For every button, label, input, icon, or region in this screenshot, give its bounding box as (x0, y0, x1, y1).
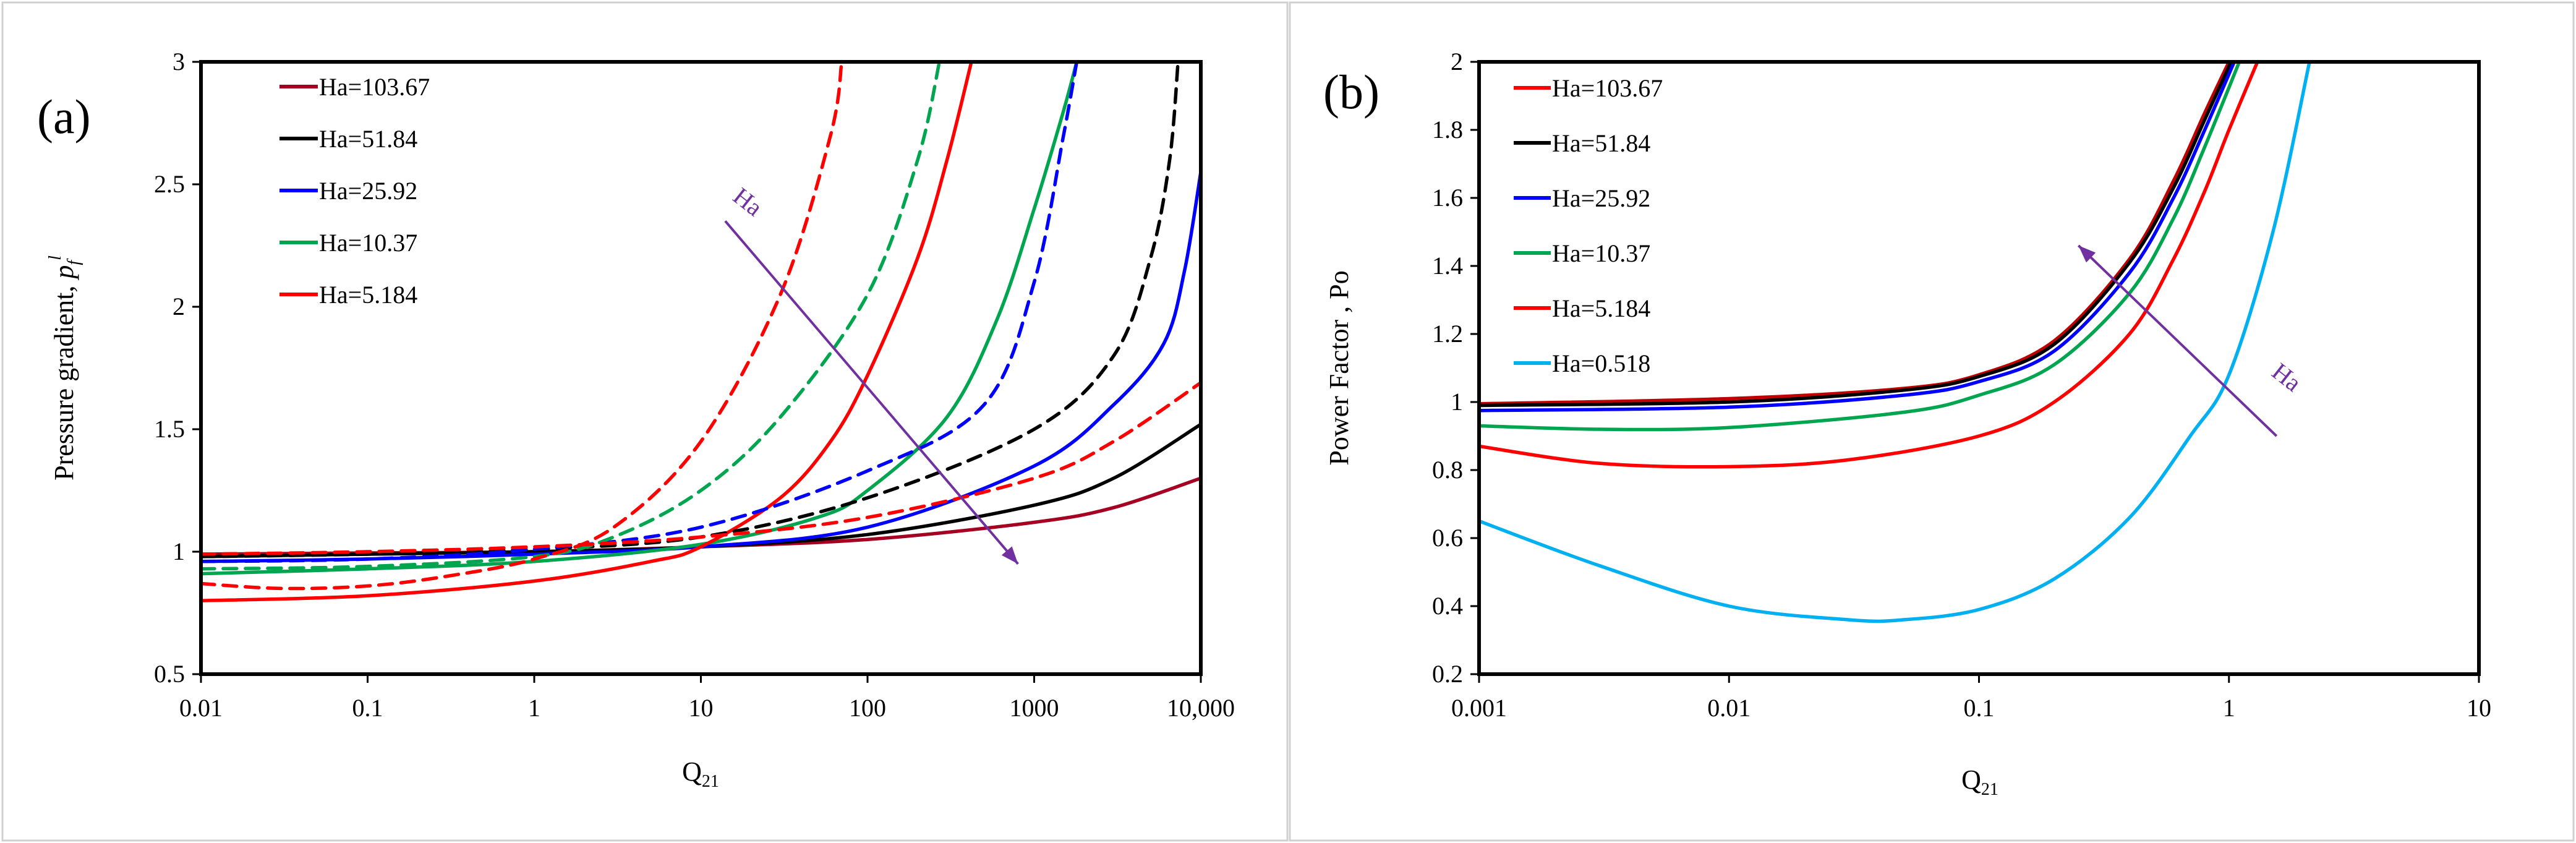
panel-label: (a) (37, 90, 91, 143)
series-line (201, 62, 1079, 563)
x-tick-label: 10 (2467, 694, 2491, 722)
y-tick-label: 1.6 (1432, 184, 1463, 212)
y-tick-label: 1.8 (1432, 116, 1463, 143)
series-line (1479, 62, 2259, 469)
legend-label: Ha=5.184 (1552, 294, 1650, 322)
y-tick-label: 3 (173, 48, 185, 75)
series-line (1479, 62, 2233, 408)
arrow-head (1001, 546, 1018, 564)
series-line (1479, 62, 2237, 413)
series-line (1479, 62, 2311, 623)
series-line (201, 62, 1180, 558)
legend: Ha=103.67 Ha=51.84 Ha=25.92 Ha=10.37 Ha=5.18… (279, 73, 430, 309)
arrow-shaft (724, 220, 1019, 565)
y-tick-label: 1.4 (1432, 252, 1463, 280)
y-tick-label: 1 (173, 537, 185, 565)
x-axis-title: Q21 (1961, 764, 1998, 799)
chart-panel-b: (b) 0.2 0.4 0.6 0.8 1 1.2 1.4 1.6 1.8 2 0.001 0.01 0.… (1289, 1, 2575, 842)
legend-label: Ha=25.92 (1552, 184, 1650, 212)
y-axis-title: Power Factor , Po (1324, 270, 1354, 465)
plot-frame (1477, 60, 2481, 676)
arrow-head (2078, 246, 2096, 263)
series-line (201, 381, 1201, 556)
y-tick-label: 0.5 (154, 660, 185, 688)
series-line (1479, 62, 2241, 432)
x-axis-title: Q21 (682, 756, 719, 791)
legend-label: Ha=10.37 (319, 229, 417, 257)
panel-border (1289, 1, 2575, 842)
plot-frame (199, 60, 1203, 676)
y-tick-label: 0.2 (1432, 660, 1463, 688)
legend-label: Ha=103.67 (319, 73, 430, 101)
legend: Ha=103.67 Ha=51.84 Ha=25.92 Ha=10.37 Ha=5.18… (1514, 74, 1663, 377)
series-line (201, 62, 973, 602)
legend-label: Ha=25.92 (319, 177, 417, 205)
series-line (201, 62, 844, 591)
chart-panel-a: (a) 0.5 1 1.5 2 2.5 3 0.01 0.1 1 10 100 1000 10,000 Ha… (1, 1, 1289, 842)
arrow-shaft (2077, 244, 2278, 437)
ha-annotation: Ha (728, 182, 768, 221)
y-tick-label: 2 (1451, 48, 1463, 75)
curves (201, 62, 1201, 602)
y-tick-label: 0.8 (1432, 456, 1463, 484)
x-tick-label: 0.001 (1451, 694, 1507, 722)
x-tick-label: 1 (2223, 694, 2235, 722)
y-tick-label: 1.2 (1432, 320, 1463, 348)
legend-label: Ha=103.67 (1552, 74, 1663, 102)
series-line (1479, 62, 2231, 406)
legend-label: Ha=0.518 (1552, 349, 1650, 377)
series-line (201, 62, 942, 571)
x-tick-label: 100 (849, 694, 886, 722)
ha-arrow (2077, 244, 2278, 437)
x-tick-label: 1000 (1010, 694, 1059, 722)
series-line (201, 170, 1201, 563)
x-tick-label: 0.01 (1707, 694, 1751, 722)
y-tick-label: 0.4 (1432, 592, 1463, 620)
curves (1479, 62, 2311, 623)
y-tick-label: 0.6 (1432, 524, 1463, 552)
legend-label: Ha=10.37 (1552, 239, 1650, 267)
x-tick-label: 0.1 (1964, 694, 1995, 722)
y-axis-title: Pressure gradient, pfl (46, 255, 83, 481)
ha-arrow (724, 220, 1019, 565)
x-tick-label: 10,000 (1167, 694, 1235, 722)
legend-label: Ha=51.84 (1552, 129, 1650, 157)
x-tick-label: 10 (689, 694, 714, 722)
y-tick-label: 2.5 (154, 170, 185, 198)
panel-label: (b) (1323, 65, 1380, 119)
y-tick-label: 1.5 (154, 415, 185, 443)
y-tick-label: 2 (173, 293, 185, 320)
y-tick-label: 1 (1451, 388, 1463, 416)
panel-border (1, 1, 1289, 842)
legend-label: Ha=5.184 (319, 281, 417, 309)
x-tick-label: 0.01 (179, 694, 223, 722)
x-tick-label: 1 (528, 694, 540, 722)
ha-annotation: Ha (2267, 357, 2307, 397)
legend-label: Ha=51.84 (319, 125, 417, 153)
x-tick-label: 0.1 (352, 694, 383, 722)
